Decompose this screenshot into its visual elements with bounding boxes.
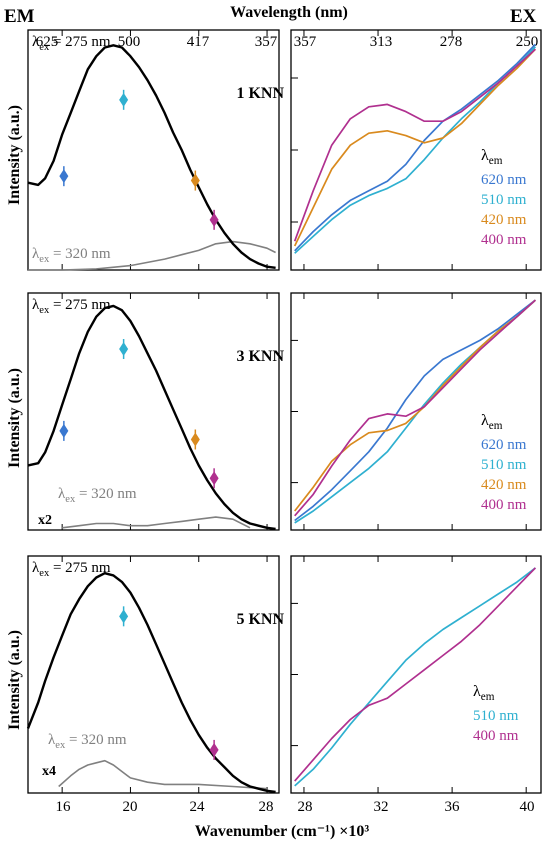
plot-area: λex = 275 nm λex = 320 nm 1 KNN λex = 275 n… bbox=[26, 29, 542, 794]
ex-series-line bbox=[294, 567, 537, 782]
emission-marker-diamond bbox=[59, 169, 69, 184]
excitation-secondary-label: λex = 320 nm bbox=[32, 246, 111, 265]
y-axis-title: Intensity (a.u.) bbox=[6, 105, 23, 205]
excitation-secondary-label: λex = 320 nm bbox=[48, 732, 127, 751]
em-top-tick-label: 625 bbox=[36, 34, 59, 50]
em-main-series-line bbox=[27, 44, 276, 269]
sample-label: 3 KNN bbox=[236, 348, 284, 365]
ex-series-line bbox=[294, 299, 536, 517]
ex-series-line bbox=[294, 43, 537, 252]
em-top-tick-label: 500 bbox=[118, 34, 141, 50]
scale-factor-label: x2 bbox=[38, 513, 52, 528]
ex-series-line bbox=[293, 48, 536, 242]
y-axis-title: Intensity (a.u.) bbox=[6, 630, 23, 730]
emission-marker-diamond bbox=[119, 609, 129, 624]
excitation-main-label: λex = 275 nm bbox=[32, 34, 111, 53]
legend-entry: 510 nm bbox=[481, 457, 527, 473]
em-secondary-series-line bbox=[62, 516, 251, 529]
y-axis-title: Intensity (a.u.) bbox=[6, 368, 23, 468]
emission-marker-diamond bbox=[209, 742, 219, 757]
ex-top-tick-label: 357 bbox=[294, 34, 317, 50]
em-panel-frame bbox=[27, 292, 280, 531]
em-main-series-line bbox=[27, 304, 276, 531]
excitation-secondary-label: λex = 320 nm bbox=[58, 486, 137, 505]
sample-label: 5 KNN bbox=[236, 611, 284, 628]
bottom-axis-title: Wavenumber (cm⁻¹) ×10³ bbox=[195, 823, 370, 840]
emission-marker-diamond bbox=[59, 423, 69, 438]
ex-x-tick-label: 32 bbox=[374, 799, 389, 815]
em-x-tick-label: 16 bbox=[56, 799, 72, 815]
ex-top-tick-label: 313 bbox=[370, 34, 393, 50]
em-x-tick-label: 20 bbox=[123, 799, 138, 815]
em-panel-frame bbox=[27, 555, 280, 794]
ex-series-line bbox=[293, 48, 537, 247]
legend-entry: 510 nm bbox=[481, 192, 527, 208]
ex-series-line bbox=[294, 299, 536, 522]
em-secondary-series-line bbox=[28, 240, 276, 271]
top-axis-title: Wavelength (nm) bbox=[230, 4, 348, 21]
emission-marker-diamond bbox=[119, 92, 129, 107]
ex-top-tick-label: 278 bbox=[440, 34, 463, 50]
legend-entry: 400 nm bbox=[473, 728, 519, 744]
legend-entry: 620 nm bbox=[481, 172, 527, 188]
legend-entry: 400 nm bbox=[481, 497, 527, 513]
emission-marker-diamond bbox=[190, 432, 200, 447]
legend-entry: 620 nm bbox=[481, 437, 527, 453]
excitation-main-label: λex = 275 nm bbox=[32, 297, 111, 316]
em-secondary-series-line bbox=[58, 759, 268, 790]
em-x-tick-label: 28 bbox=[259, 799, 274, 815]
emission-marker-diamond bbox=[190, 173, 200, 188]
em-panel-frame bbox=[27, 29, 280, 271]
legend-title: λem bbox=[481, 412, 503, 432]
scale-factor-label: x4 bbox=[42, 764, 56, 779]
ex-x-tick-label: 28 bbox=[298, 799, 313, 815]
em-top-tick-label: 417 bbox=[187, 34, 210, 50]
excitation-main-label: λex = 275 nm bbox=[32, 560, 111, 579]
emission-marker-diamond bbox=[209, 212, 219, 227]
ex-label: EX bbox=[510, 6, 537, 27]
legend-title: λem bbox=[473, 683, 495, 703]
em-main-series-line bbox=[26, 572, 276, 794]
ex-series-line bbox=[294, 299, 536, 512]
legend-entry: 400 nm bbox=[481, 232, 527, 248]
sample-label: 1 KNN bbox=[236, 85, 284, 102]
legend-title: λem bbox=[481, 147, 503, 167]
ex-x-tick-label: 36 bbox=[445, 799, 461, 815]
em-label: EM bbox=[4, 6, 35, 27]
legend-entry: 420 nm bbox=[481, 212, 527, 228]
em-x-tick-label: 24 bbox=[190, 799, 206, 815]
legend-entry: 510 nm bbox=[473, 708, 519, 724]
emission-marker-diamond bbox=[209, 471, 219, 486]
ex-top-tick-label: 250 bbox=[516, 34, 539, 50]
emission-marker-diamond bbox=[119, 342, 129, 357]
ex-series-line bbox=[294, 567, 536, 787]
em-top-tick-label: 357 bbox=[255, 34, 278, 50]
ex-x-tick-label: 40 bbox=[520, 799, 535, 815]
legend-entry: 420 nm bbox=[481, 477, 527, 493]
